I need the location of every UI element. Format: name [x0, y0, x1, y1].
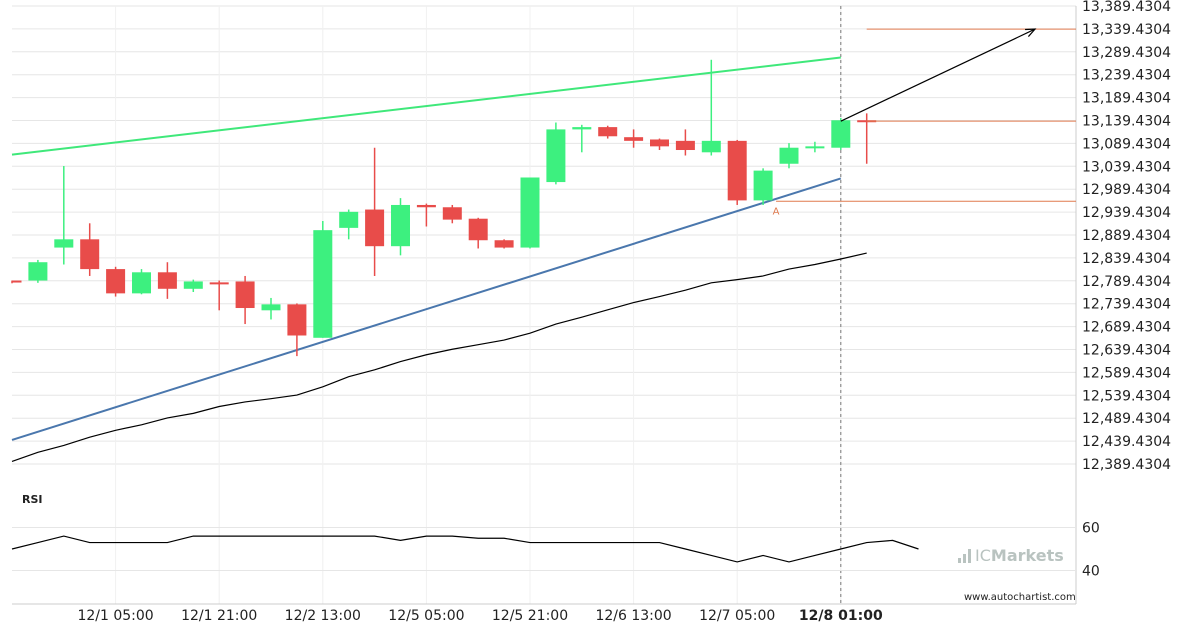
candle-body	[54, 239, 74, 248]
y-tick-label: 12,589.4304	[1082, 365, 1171, 381]
candle-body	[313, 230, 333, 338]
candle-body	[805, 146, 825, 149]
candle-body	[675, 140, 695, 151]
candle-body	[650, 139, 669, 147]
candle-body	[157, 272, 177, 289]
y-tick-label: 12,939.4304	[1082, 205, 1171, 221]
moving-average-line	[11, 252, 867, 463]
candle-body	[12, 280, 22, 283]
y-tick-label: 13,389.4304	[1082, 0, 1171, 15]
icmarkets-logo: ICMarkets	[958, 546, 1064, 565]
x-tick-label: 12/6 13:00	[595, 608, 671, 624]
candle-body	[520, 177, 540, 248]
rsi-label: RSI	[22, 493, 43, 506]
y-tick-label: 13,039.4304	[1082, 159, 1171, 175]
candle-body	[779, 147, 799, 164]
candle-body	[442, 207, 462, 220]
y-tick-label: 12,989.4304	[1082, 182, 1171, 198]
x-tick-label: 12/8 01:00	[799, 608, 883, 624]
rsi-tick-label: 40	[1082, 564, 1100, 580]
candle-body	[598, 127, 618, 137]
candle-body	[391, 204, 410, 247]
rsi-line	[11, 535, 919, 563]
candle-body	[287, 304, 307, 336]
rsi-tick-label: 60	[1082, 521, 1100, 537]
candle-body	[753, 170, 773, 201]
y-tick-label: 12,739.4304	[1082, 297, 1171, 313]
candle-body	[261, 304, 281, 311]
y-tick-label: 12,389.4304	[1082, 457, 1171, 473]
x-tick-label: 12/2 13:00	[285, 608, 361, 624]
y-tick-label: 13,189.4304	[1082, 91, 1171, 107]
candle-body	[546, 129, 566, 183]
y-tick-label: 12,489.4304	[1082, 411, 1171, 427]
y-tick-label: 13,089.4304	[1082, 136, 1171, 152]
candle-body	[416, 204, 436, 208]
candle-body	[339, 211, 359, 228]
y-tick-label: 13,289.4304	[1082, 45, 1171, 61]
y-tick-label: 12,639.4304	[1082, 342, 1171, 358]
y-tick-label: 12,889.4304	[1082, 228, 1171, 244]
candle-body	[831, 120, 851, 148]
x-tick-label: 12/5 05:00	[388, 608, 464, 624]
x-tick-label: 12/7 05:00	[699, 608, 775, 624]
resistance-line	[11, 56, 841, 156]
y-tick-label: 12,689.4304	[1082, 320, 1171, 336]
autochartist-watermark: www.autochartist.com	[964, 592, 1076, 603]
y-tick-label: 13,339.4304	[1082, 22, 1171, 38]
y-tick-label: 12,539.4304	[1082, 388, 1171, 404]
pattern-point-label: A	[773, 207, 780, 218]
forecast-arrow-head	[1025, 28, 1037, 37]
candle-body	[106, 269, 126, 294]
x-tick-label: 12/5 21:00	[492, 608, 568, 624]
x-tick-label: 12/1 21:00	[181, 608, 257, 624]
logo-text: ICMarkets	[975, 546, 1064, 565]
candle-body	[727, 140, 747, 201]
candle-body	[183, 281, 203, 289]
forecast-arrow	[840, 28, 1036, 122]
y-tick-label: 12,789.4304	[1082, 274, 1171, 290]
candle-body	[572, 127, 592, 130]
candle-body	[494, 240, 514, 248]
y-tick-label: 12,839.4304	[1082, 251, 1171, 267]
candle-body	[365, 209, 385, 247]
candle-body	[209, 282, 229, 285]
candle-body	[80, 239, 100, 270]
candle-body	[468, 218, 488, 241]
candle-body	[235, 281, 255, 309]
candle-body	[28, 262, 48, 281]
candle-body	[624, 137, 644, 141]
bars-icon	[958, 548, 971, 563]
y-tick-label: 12,439.4304	[1082, 434, 1171, 450]
candle-body	[701, 140, 721, 153]
x-tick-label: 12/1 05:00	[77, 608, 153, 624]
y-tick-label: 13,239.4304	[1082, 68, 1171, 84]
plot-area	[11, 5, 1077, 605]
support-line	[11, 177, 842, 441]
candle-body	[132, 272, 151, 294]
y-tick-label: 13,139.4304	[1082, 113, 1171, 129]
